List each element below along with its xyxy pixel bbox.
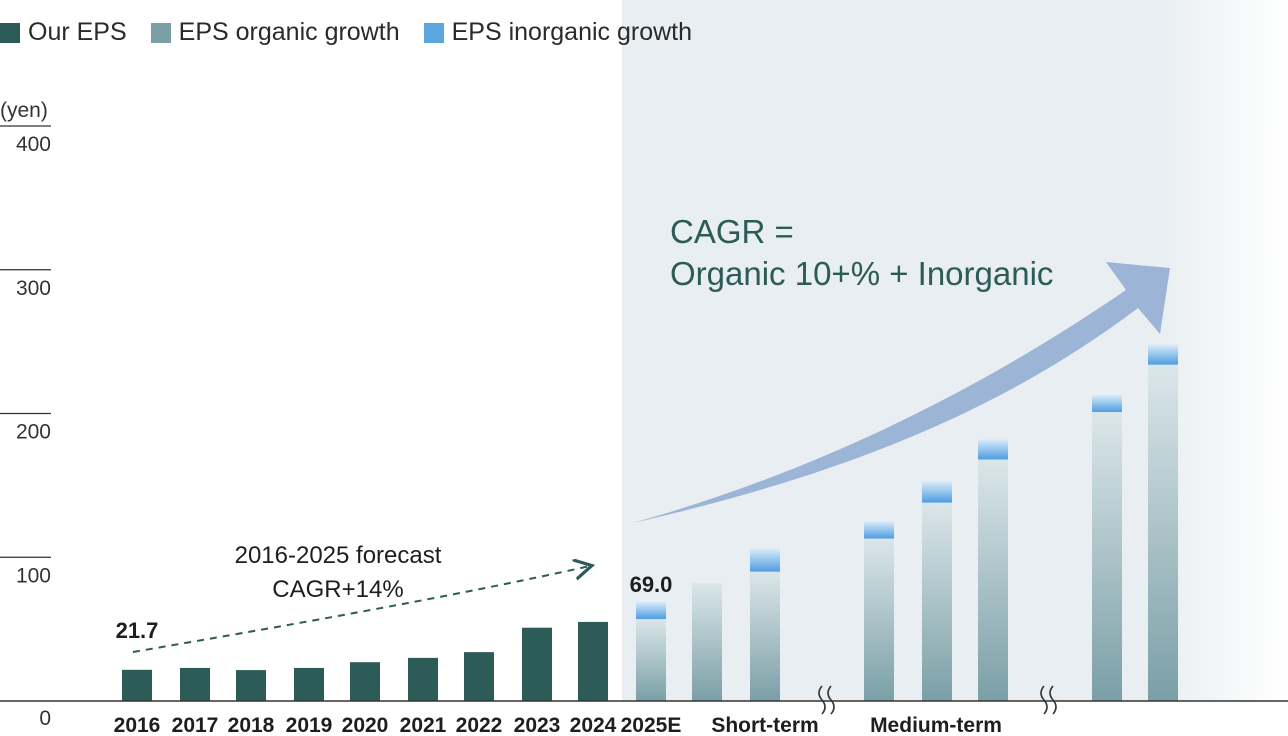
x-tick-label: 2016 xyxy=(114,714,161,736)
legend: Our EPS EPS organic growth EPS inorganic… xyxy=(0,18,716,47)
x-tick-label: 2017 xyxy=(172,714,219,736)
period-label-medium-term: Medium-term xyxy=(870,714,1002,736)
bar-organic-growth xyxy=(692,583,722,701)
data-label-2016: 21.7 xyxy=(116,618,159,643)
bar-our-eps xyxy=(294,667,324,701)
legend-label: EPS organic growth xyxy=(178,18,400,46)
bar-our-eps xyxy=(578,621,608,701)
bar-inorganic-growth xyxy=(750,548,780,572)
forecast-cagr-arrow xyxy=(132,566,590,653)
axis-break-icon xyxy=(818,685,835,715)
bar-organic-growth xyxy=(978,459,1008,701)
bar-organic-growth xyxy=(922,502,952,701)
axis-break-icon xyxy=(1040,685,1057,715)
x-tick-label: 2018 xyxy=(228,714,275,736)
y-tick-label: 300 xyxy=(16,277,51,300)
bar-organic-growth xyxy=(864,538,894,701)
forecast-cagr-title: 2016-2025 forecast xyxy=(235,542,442,569)
legend-item-organic: EPS organic growth xyxy=(150,18,400,47)
y-tick-label: 0 xyxy=(39,707,51,730)
cagr-formula: Organic 10+% + Inorganic xyxy=(670,255,1053,292)
x-tick-label: 2019 xyxy=(286,714,333,736)
x-tick-label: 2024 xyxy=(570,714,617,736)
bar-inorganic-growth xyxy=(636,601,666,620)
bar-organic-growth xyxy=(636,619,666,701)
bar-inorganic-growth xyxy=(922,481,952,503)
x-tick-label: 2023 xyxy=(514,714,561,736)
x-tick-label: 2022 xyxy=(456,714,503,736)
y-tick-label: 200 xyxy=(16,421,51,444)
forecast-cagr-value: CAGR+14% xyxy=(272,576,403,603)
legend-swatch-inorganic xyxy=(423,22,444,43)
legend-item-inorganic: EPS inorganic growth xyxy=(423,18,693,47)
x-tick-label: 2021 xyxy=(400,714,447,736)
bar-inorganic-growth xyxy=(978,439,1008,460)
y-tick-label: 400 xyxy=(16,133,51,156)
y-axis-unit-label: (yen) xyxy=(0,99,48,122)
x-tick-label: 2025E xyxy=(621,714,682,736)
bar-organic-growth xyxy=(1148,364,1178,701)
bar-our-eps xyxy=(180,667,210,701)
y-tick-label: 100 xyxy=(16,564,51,587)
legend-item-our-eps: Our EPS xyxy=(0,18,127,47)
bar-our-eps xyxy=(122,669,152,701)
bar-our-eps xyxy=(236,670,266,701)
bar-organic-growth xyxy=(750,571,780,701)
cagr-headline: CAGR = xyxy=(670,213,794,250)
period-label-short-term: Short-term xyxy=(711,714,818,736)
bar-inorganic-growth xyxy=(1092,394,1122,413)
legend-label: EPS inorganic growth xyxy=(451,18,693,46)
legend-swatch-our-eps xyxy=(0,22,20,43)
bar-inorganic-growth xyxy=(1148,344,1178,365)
bar-inorganic-growth xyxy=(864,521,894,539)
legend-label: Our EPS xyxy=(28,18,127,46)
bar-our-eps xyxy=(464,652,494,701)
x-tick-label: 2020 xyxy=(342,714,389,736)
bar-our-eps xyxy=(350,662,380,701)
legend-swatch-organic xyxy=(150,22,171,43)
bar-organic-growth xyxy=(1092,412,1122,701)
data-label-2025e: 69.0 xyxy=(630,572,673,597)
bar-our-eps xyxy=(522,627,552,701)
bar-our-eps xyxy=(408,657,438,701)
